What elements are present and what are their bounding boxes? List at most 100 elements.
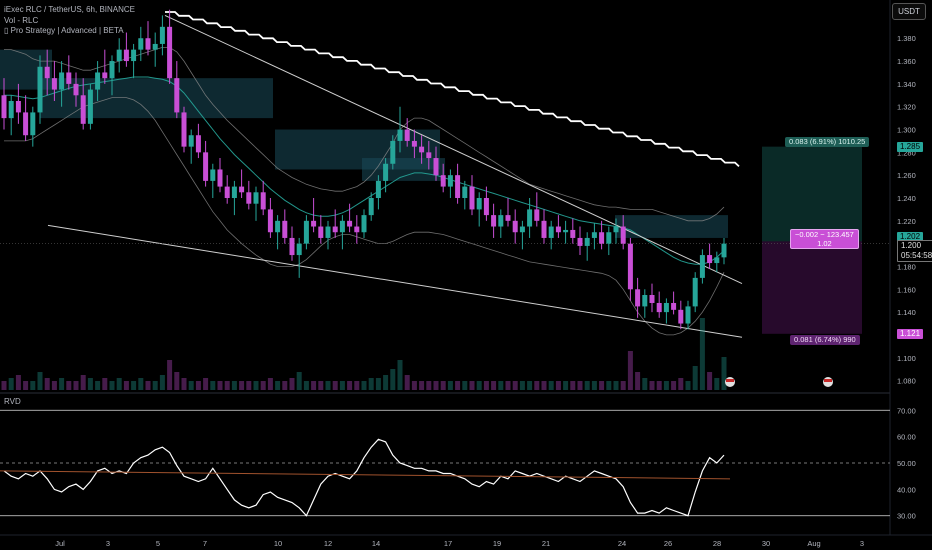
candle-body: [354, 226, 360, 233]
volume-bar: [375, 378, 381, 390]
volume-bar: [318, 381, 324, 390]
candle-body: [397, 129, 403, 141]
candle-body: [15, 101, 21, 113]
candle-body: [577, 237, 583, 246]
time-tick: 7: [203, 539, 207, 548]
candle-body: [339, 220, 345, 233]
event-flag-stripe: [726, 379, 734, 382]
time-tick: 26: [664, 539, 672, 548]
volume-bar: [361, 381, 367, 390]
lower-band-line: [4, 97, 725, 336]
volume-bar: [462, 381, 468, 390]
symbol-legend: iExec RLC / TetherUS, 6h, BINANCE: [4, 5, 136, 14]
indicator-icon: ▯: [4, 26, 11, 35]
candle-body: [159, 26, 165, 44]
candle-body: [231, 186, 237, 198]
candle-body: [325, 226, 331, 238]
volume-bar: [606, 381, 612, 390]
level-tag-band: 1.202: [897, 232, 924, 243]
candle-body: [656, 302, 662, 313]
candle-body: [483, 198, 489, 216]
candle-body: [253, 192, 259, 204]
volume-bar: [426, 381, 432, 390]
volume-bar: [289, 378, 295, 390]
candle-body: [606, 232, 612, 244]
candle-body: [462, 186, 468, 198]
time-tick: 17: [444, 539, 452, 548]
candle-body: [534, 209, 540, 221]
candle-body: [440, 175, 446, 187]
volume-bar: [231, 381, 237, 390]
volume-bar: [267, 378, 273, 390]
volume-bar: [714, 378, 720, 390]
volume-bar: [527, 381, 533, 390]
volume-bar: [390, 369, 396, 390]
candle-body: [174, 78, 180, 113]
time-tick: 19: [493, 539, 501, 548]
volume-bar: [433, 381, 439, 390]
price-tick: 1.360: [897, 57, 916, 66]
candle-body: [51, 78, 57, 90]
volume-bar: [80, 375, 86, 390]
volume-bar: [116, 378, 122, 390]
entry-label[interactable]: −0.002 − 123.457 1.02: [790, 229, 859, 250]
candle-body: [44, 66, 50, 79]
candle-body: [548, 226, 554, 238]
candle-body: [721, 243, 727, 258]
volume-bar: [627, 351, 633, 390]
candle-body: [145, 38, 151, 50]
volume-bar: [145, 381, 151, 390]
volume-bar: [311, 381, 317, 390]
volume-bar: [498, 381, 504, 390]
volume-bar: [599, 381, 605, 390]
cloud-zone: [615, 215, 728, 238]
price-tick: 1.280: [897, 148, 916, 157]
candle-body: [267, 209, 273, 233]
candle-body: [311, 220, 317, 227]
volume-bar: [635, 372, 641, 390]
candle-body: [627, 243, 633, 290]
time-tick: 3: [106, 539, 110, 548]
candle-body: [383, 163, 389, 181]
price-tick: 1.180: [897, 262, 916, 271]
profit-zone: [762, 146, 862, 242]
candle-body: [685, 306, 691, 324]
volume-bar: [707, 372, 713, 390]
candle-body: [519, 226, 525, 233]
price-tick: 1.380: [897, 34, 916, 43]
price-tick: 1.080: [897, 377, 916, 386]
volume-bar: [15, 375, 21, 390]
candle-body: [95, 72, 101, 90]
candle-body: [102, 72, 108, 79]
candle-body: [527, 209, 533, 227]
candle-body: [375, 180, 381, 198]
candle-body: [260, 192, 266, 210]
candle-body: [469, 186, 475, 210]
candle-body: [411, 140, 417, 147]
candle-body: [210, 169, 216, 181]
candle-body: [123, 49, 129, 62]
volume-bar: [239, 381, 245, 390]
volume-bar: [721, 357, 727, 390]
time-tick: Aug: [807, 539, 820, 548]
candle-body: [649, 295, 655, 303]
candle-body: [8, 101, 14, 119]
volume-bar: [339, 381, 345, 390]
time-tick: Jul: [55, 539, 65, 548]
volume-bar: [447, 381, 453, 390]
volume-bar: [102, 378, 108, 390]
currency-button[interactable]: USDT: [892, 3, 926, 20]
candle-body: [707, 255, 713, 264]
volume-bar: [692, 366, 698, 390]
time-tick: 3: [860, 539, 864, 548]
volume-bar: [685, 381, 691, 390]
volume-bar: [476, 381, 482, 390]
candle-body: [275, 220, 281, 233]
volume-bar: [217, 381, 223, 390]
volume-bar: [555, 381, 561, 390]
stop-line: [164, 11, 740, 168]
candle-body: [678, 309, 684, 324]
volume-bar: [440, 381, 446, 390]
osc-tick: 30.00: [897, 512, 916, 521]
